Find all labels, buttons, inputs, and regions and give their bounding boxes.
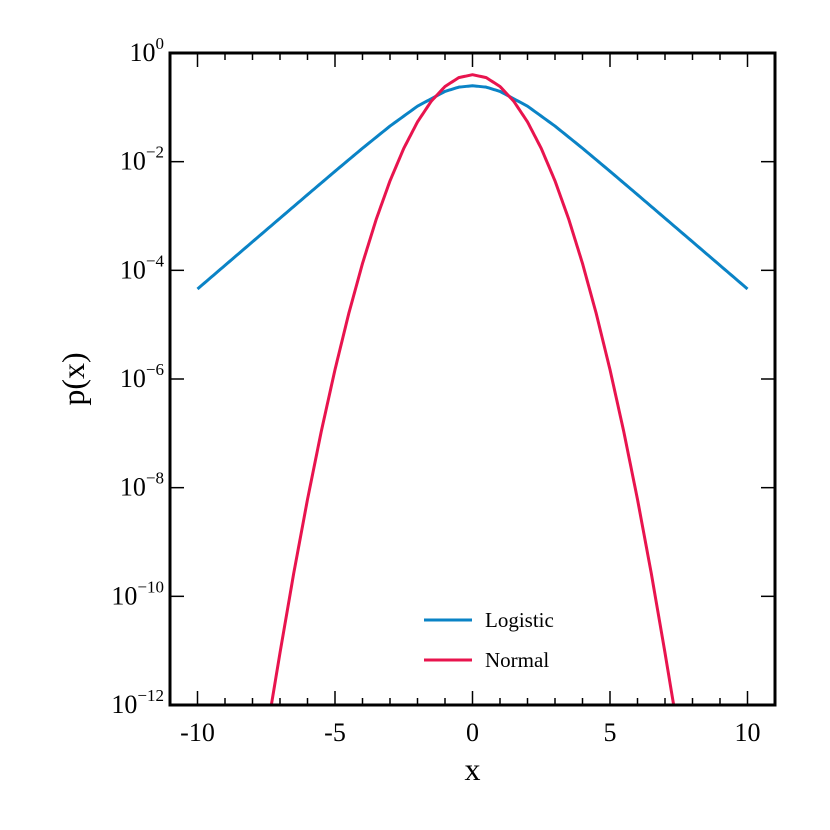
legend: Logistic Normal <box>424 608 554 672</box>
y-tick-base: 10 <box>120 147 146 176</box>
legend-label-logistic: Logistic <box>485 608 554 632</box>
x-axis-ticks: -10 -5 0 5 10 <box>169 53 776 747</box>
y-tick-base: 10 <box>130 38 156 67</box>
y-tick-exponent: −4 <box>146 251 165 270</box>
y-axis-title: p(x) <box>55 352 91 405</box>
y-tick-label: 10−10 <box>111 577 164 610</box>
legend-label-normal: Normal <box>485 648 549 672</box>
y-tick-label: 10−2 <box>120 143 164 176</box>
y-tick-exponent: −12 <box>137 686 164 705</box>
y-tick-base: 10 <box>120 255 146 284</box>
y-tick-label: 100 <box>130 34 165 67</box>
y-tick-exponent: −2 <box>146 143 164 162</box>
y-tick-exponent: −6 <box>146 360 164 379</box>
y-tick-exponent: −8 <box>146 469 164 488</box>
y-tick-base: 10 <box>111 581 137 610</box>
y-tick-label: 10−8 <box>120 469 164 502</box>
y-tick-base: 10 <box>120 364 146 393</box>
y-tick-label: 10−12 <box>111 686 164 719</box>
series-line-logistic <box>196 84 749 291</box>
x-axis-title: x <box>465 751 481 787</box>
y-tick-exponent: 0 <box>156 34 165 53</box>
series-line-normal <box>269 73 676 705</box>
y-tick-label: 10−4 <box>120 251 165 284</box>
plot-frame <box>168 51 777 707</box>
y-tick-base: 10 <box>120 473 146 502</box>
x-tick-label: 10 <box>735 718 761 747</box>
y-tick-label: 10−6 <box>120 360 164 393</box>
y-tick-base: 10 <box>111 690 137 719</box>
x-tick-label: 0 <box>466 718 479 747</box>
x-tick-label: 5 <box>604 718 617 747</box>
x-tick-label: -10 <box>180 718 215 747</box>
y-tick-exponent: −10 <box>137 577 164 596</box>
x-tick-label: -5 <box>324 718 346 747</box>
series-layer <box>196 73 749 705</box>
